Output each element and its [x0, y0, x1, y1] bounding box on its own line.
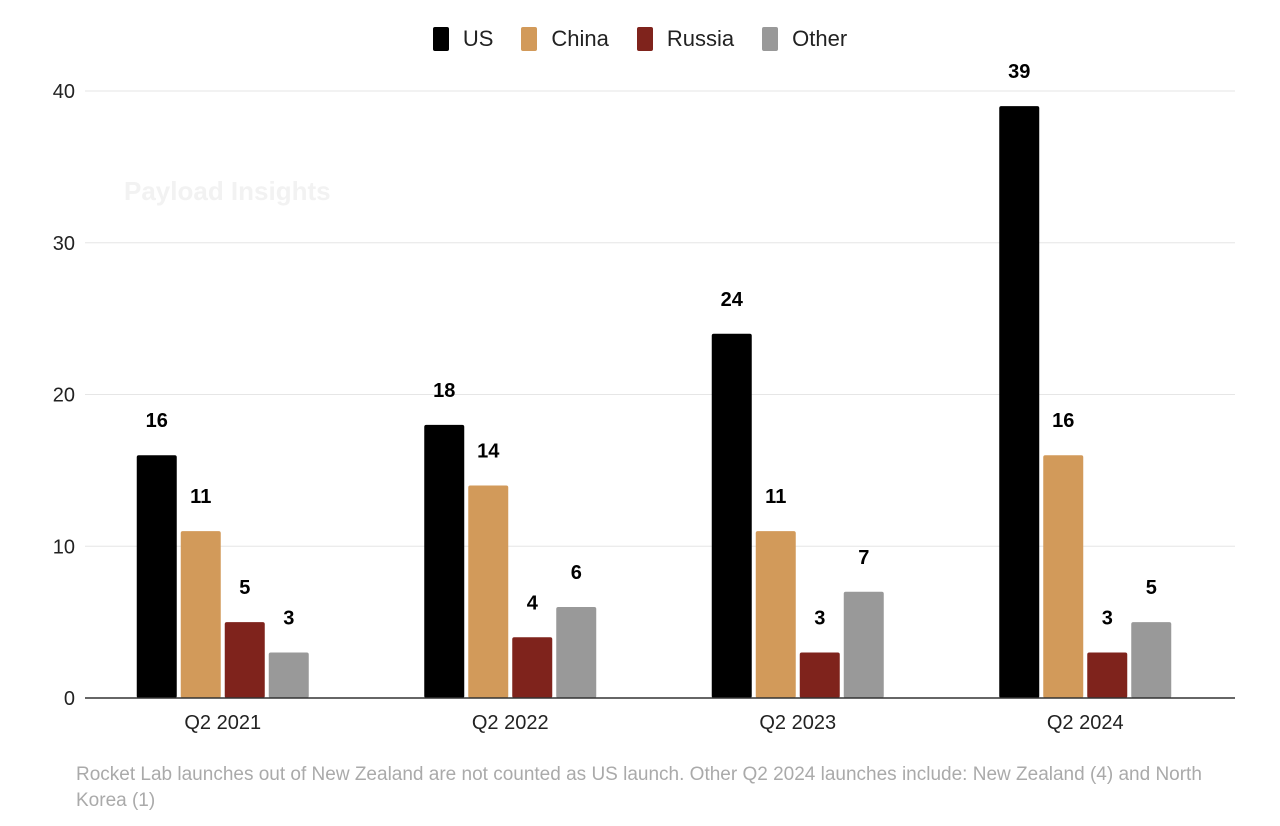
bar-us [424, 424, 465, 698]
legend-label: China [551, 26, 609, 51]
y-tick-label: 20 [53, 385, 75, 407]
legend-swatch [432, 27, 449, 51]
data-label: 18 [433, 380, 455, 402]
data-label: 5 [1146, 577, 1157, 599]
legend-item-other: Other [762, 26, 847, 52]
data-label: 6 [571, 562, 582, 584]
data-label: 11 [190, 486, 211, 508]
legend: US China Russia Other [0, 26, 1280, 52]
bar-us [136, 455, 177, 698]
data-label: 14 [477, 441, 500, 463]
legend-label: US [462, 26, 494, 51]
bar-russia [224, 622, 265, 698]
watermark: Payload Insights [124, 176, 331, 206]
legend-swatch [521, 27, 538, 51]
x-tick-label: Q2 2022 [472, 712, 549, 734]
legend-label: Russia [666, 26, 735, 51]
data-label: 3 [283, 607, 294, 629]
bar-us [999, 106, 1040, 699]
y-tick-label: 0 [64, 688, 75, 710]
data-label: 16 [1052, 410, 1074, 432]
x-tick-label: Q2 2024 [1047, 712, 1124, 734]
footnote: Rocket Lab launches out of New Zealand a… [76, 764, 1202, 811]
bar-china [468, 485, 509, 698]
data-label: 3 [1102, 607, 1113, 629]
data-label: 16 [146, 410, 168, 432]
bar-china [755, 531, 796, 698]
y-tick-label: 10 [53, 536, 75, 558]
bar-russia [799, 652, 840, 698]
data-label: 11 [765, 486, 786, 508]
bar-china [1043, 455, 1084, 698]
legend-swatch [636, 27, 653, 51]
legend-item-us: US [432, 26, 494, 52]
bar-russia [512, 637, 553, 698]
y-tick-label: 40 [53, 81, 75, 103]
legend-swatch [762, 27, 779, 51]
legend-label: Other [792, 26, 848, 51]
bar-other [843, 591, 884, 698]
y-tick-label: 30 [53, 233, 75, 255]
data-label: 4 [527, 592, 539, 614]
bar-china [180, 531, 221, 698]
x-tick-label: Q2 2023 [759, 712, 836, 734]
data-label: 24 [721, 289, 744, 311]
data-label: 5 [239, 577, 250, 599]
x-tick-label: Q2 2021 [184, 712, 261, 734]
bar-russia [1087, 652, 1128, 698]
bar-other [1131, 622, 1172, 698]
legend-item-russia: Russia [636, 26, 735, 52]
legend-item-china: China [521, 26, 609, 52]
bar-us [711, 333, 752, 698]
bar-other [556, 606, 597, 698]
data-label: 3 [814, 607, 825, 629]
bar-other [268, 652, 309, 698]
data-label: 39 [1008, 61, 1030, 83]
data-label: 7 [858, 547, 869, 569]
